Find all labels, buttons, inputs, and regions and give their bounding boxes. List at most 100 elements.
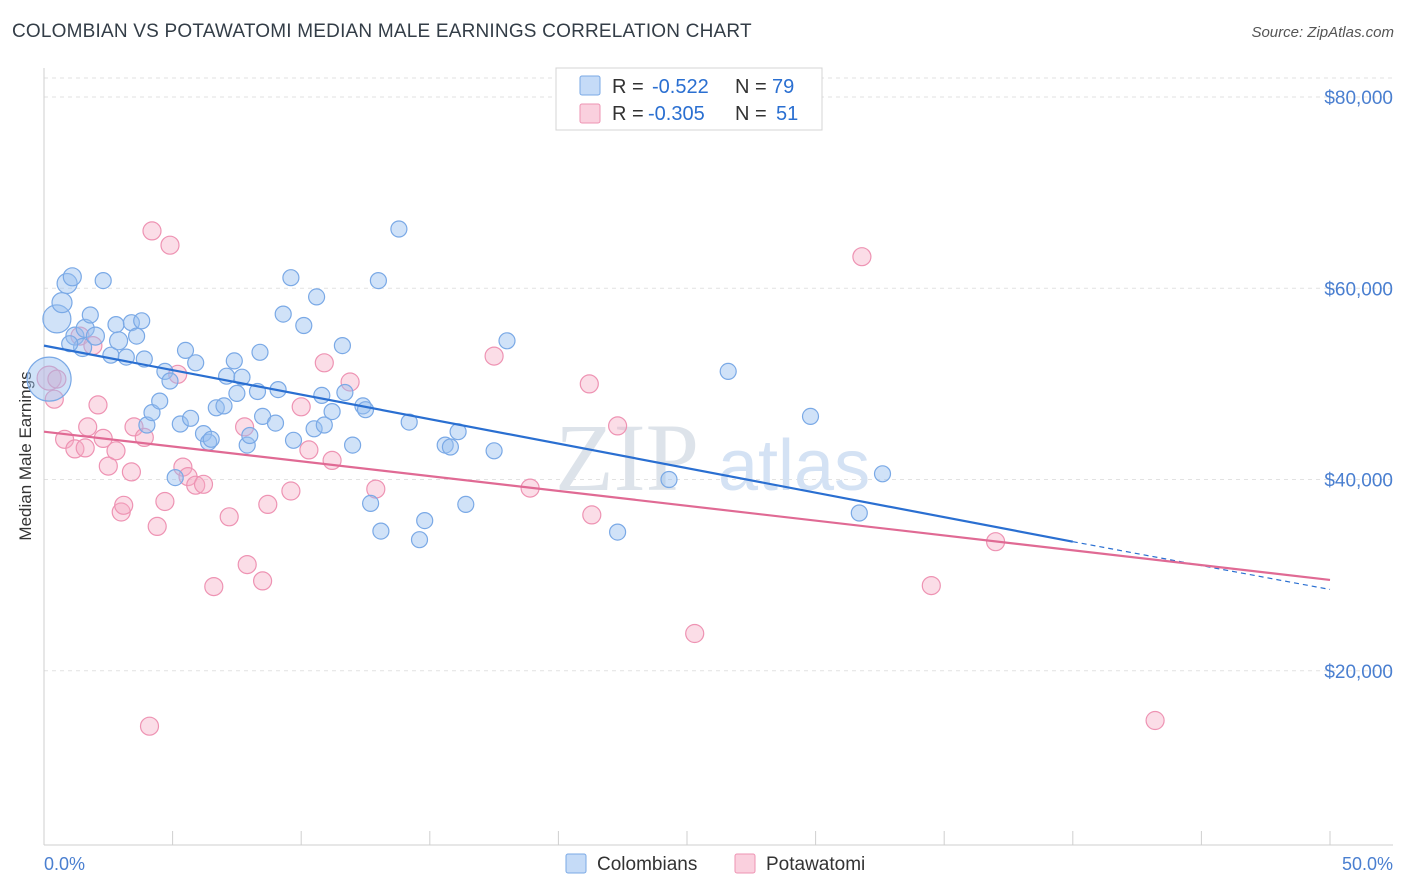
legend: R = -0.522 N = 79 R = -0.305 N = 51 bbox=[555, 67, 823, 131]
colombians-point bbox=[26, 356, 72, 402]
colombians-point bbox=[251, 343, 269, 361]
potawatomi-point bbox=[582, 505, 602, 525]
potawatomi-point bbox=[235, 417, 255, 437]
legend-r-value-1: -0.522 bbox=[652, 76, 709, 98]
colombians-point bbox=[266, 414, 285, 432]
legend-swatch-colombians bbox=[579, 75, 601, 96]
legend-n-label-2: N = bbox=[735, 103, 767, 125]
trend-line-potawatomi bbox=[43, 430, 1331, 581]
potawatomi-point bbox=[75, 438, 95, 458]
colombians-point bbox=[62, 267, 82, 287]
colombians-point bbox=[333, 337, 351, 355]
colombians-point bbox=[94, 272, 112, 290]
colombians-point bbox=[441, 438, 459, 456]
potawatomi-point bbox=[607, 416, 628, 436]
colombians-point bbox=[182, 409, 200, 427]
colombians-point bbox=[225, 352, 243, 370]
colombians-point bbox=[356, 401, 375, 419]
potawatomi-point bbox=[142, 221, 162, 241]
potawatomi-point bbox=[139, 716, 160, 736]
colombians-point bbox=[51, 292, 73, 314]
potawatomi-point bbox=[685, 623, 705, 644]
potawatomi-point bbox=[484, 346, 504, 366]
colombians-point bbox=[128, 327, 146, 345]
potawatomi-point bbox=[340, 372, 360, 392]
chart-title: COLOMBIAN VS POTAWATOMI MEDIAN MALE EARN… bbox=[12, 21, 752, 42]
colombians-point bbox=[81, 306, 99, 324]
potawatomi-point bbox=[114, 495, 134, 515]
potawatomi-point bbox=[291, 397, 311, 417]
potawatomi-point bbox=[78, 417, 98, 437]
colombians-point bbox=[171, 415, 189, 433]
x-axis-ticks bbox=[43, 831, 1331, 845]
source-label: Source: ZipAtlas.com bbox=[1251, 24, 1394, 41]
colombians-point bbox=[416, 511, 434, 530]
y-tick-label: $20,000 bbox=[1324, 662, 1393, 683]
colombians-point bbox=[336, 383, 354, 402]
colombians-point bbox=[233, 368, 251, 386]
potawatomi-point bbox=[237, 554, 257, 575]
colombians-point bbox=[719, 362, 737, 380]
colombians-point bbox=[282, 269, 300, 287]
legend-n-value-2: 51 bbox=[776, 103, 798, 125]
y-tick-label: $40,000 bbox=[1324, 471, 1393, 492]
colombians-point bbox=[362, 494, 380, 512]
legend-r-label-2: R = bbox=[612, 103, 644, 125]
potawatomi-point bbox=[186, 475, 206, 495]
potawatomi-point bbox=[1145, 710, 1165, 731]
trend-line-colombians bbox=[43, 344, 1074, 543]
watermark-atlas: atlas bbox=[718, 426, 870, 506]
colombians-point bbox=[305, 420, 323, 438]
legend-n-label-1: N = bbox=[735, 76, 767, 98]
potawatomi-point bbox=[921, 575, 941, 596]
bottom-legend-swatch-colombians bbox=[565, 853, 587, 874]
potawatomi-point bbox=[155, 491, 175, 512]
colombians-point bbox=[161, 372, 179, 390]
colombians-point bbox=[228, 384, 246, 402]
x-tick-label-min: 0.0% bbox=[44, 854, 85, 874]
potawatomi-point bbox=[47, 369, 67, 389]
y-tick-labels: $20,000 $40,000 $60,000 $80,000 bbox=[1324, 88, 1393, 683]
colombians-point bbox=[176, 341, 195, 359]
colombians-point bbox=[313, 386, 331, 404]
colombians-point bbox=[369, 272, 387, 290]
legend-n-value-1: 79 bbox=[772, 76, 794, 98]
potawatomi-point bbox=[253, 571, 273, 591]
colombians-point bbox=[202, 430, 220, 448]
colombians-point bbox=[107, 316, 125, 334]
potawatomi-point bbox=[852, 247, 872, 267]
y-tick-label: $80,000 bbox=[1324, 88, 1393, 109]
bottom-legend-potawatomi: Potawatomi bbox=[766, 854, 865, 875]
colombians-point bbox=[485, 442, 503, 460]
potawatomi-point bbox=[98, 456, 118, 476]
colombians-point bbox=[295, 316, 313, 335]
potawatomi-point bbox=[299, 440, 319, 460]
colombians-point bbox=[308, 288, 326, 306]
potawatomi-point bbox=[36, 365, 62, 391]
potawatomi-point bbox=[204, 576, 224, 597]
colombians-point bbox=[187, 354, 205, 372]
colombians-point bbox=[315, 416, 333, 434]
colombians-point bbox=[85, 326, 106, 346]
potawatomi-point bbox=[579, 374, 599, 394]
colombians-point bbox=[498, 332, 516, 350]
colombians-point bbox=[457, 495, 475, 513]
bottom-legend-swatch-potawatomi bbox=[734, 853, 756, 874]
potawatomi-point bbox=[44, 389, 64, 409]
colombians-point bbox=[323, 403, 341, 421]
legend-r-value-2: -0.305 bbox=[648, 103, 705, 125]
potawatomi-point bbox=[147, 516, 167, 537]
potawatomi-point bbox=[219, 507, 239, 527]
colombians-point bbox=[801, 407, 820, 425]
colombians-point bbox=[850, 504, 868, 522]
x-tick-label-max: 50.0% bbox=[1342, 854, 1393, 874]
colombians-point bbox=[410, 531, 429, 549]
potawatomi-point bbox=[124, 417, 144, 437]
colombians-point bbox=[274, 305, 292, 323]
colombians-point bbox=[608, 523, 627, 541]
colombians-point bbox=[238, 436, 256, 454]
y-tick-label: $60,000 bbox=[1324, 279, 1393, 300]
potawatomi-point bbox=[281, 481, 301, 501]
potawatomi-point bbox=[193, 474, 214, 494]
bottom-legend: Colombians Potawatomi bbox=[565, 853, 865, 875]
